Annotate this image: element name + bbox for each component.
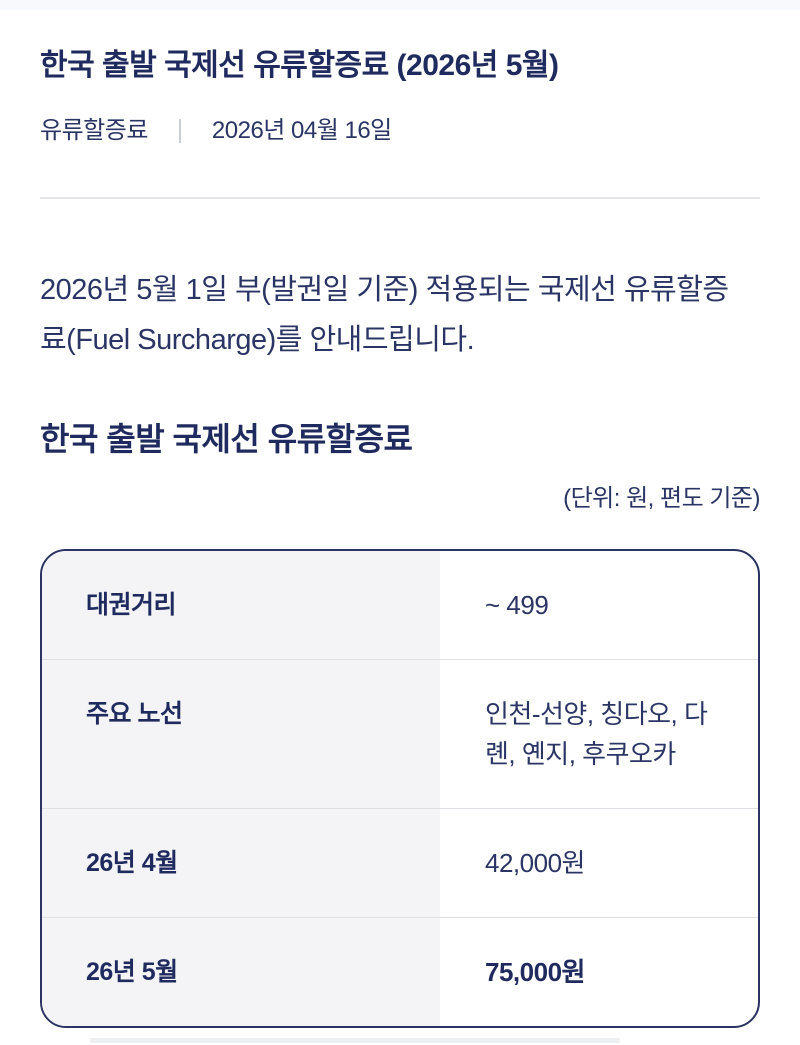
meta-separator (178, 119, 181, 143)
row-value-distance: ~ 499 (485, 590, 549, 620)
row-label-may: 26년 5월 (42, 918, 440, 1026)
fuel-surcharge-table: 대권거리 ~ 499 주요 노선 인천-선양, 칭다오, 다롄, 옌지, 후쿠오… (40, 549, 760, 1028)
row-label-routes: 주요 노선 (42, 660, 440, 808)
table-row-may: 26년 5월 75,000원 (42, 917, 758, 1026)
row-label-distance: 대권거리 (42, 551, 440, 659)
table-row-distance: 대권거리 ~ 499 (42, 551, 758, 659)
table-row-april: 26년 4월 42,000원 (42, 808, 758, 917)
intro-paragraph: 2026년 5월 1일 부(발권일 기준) 적용되는 국제선 유류할증료(Fue… (40, 274, 729, 356)
section-heading: 한국 출발 국제선 유류할증료 (40, 421, 413, 457)
article-content: 한국 출발 국제선 유류할증료 (2026년 5월) 유류할증료 2026년 0… (0, 46, 800, 1028)
row-value-routes: 인천-선양, 칭다오, 다롄, 옌지, 후쿠오카 (485, 699, 708, 769)
header-divider (40, 197, 760, 199)
category-label: 유류할증료 (40, 117, 148, 144)
unit-note: (단위: 원, 편도 기준) (563, 485, 760, 512)
row-value-may: 75,000원 (485, 957, 585, 987)
post-date: 2026년 04월 16일 (211, 117, 392, 144)
page-title: 한국 출발 국제선 유류할증료 (2026년 5월) (40, 49, 559, 82)
row-value-april: 42,000원 (485, 848, 585, 878)
table-row-routes: 주요 노선 인천-선양, 칭다오, 다롄, 옌지, 후쿠오카 (42, 659, 758, 808)
row-label-april: 26년 4월 (42, 809, 440, 917)
top-strip (0, 0, 800, 10)
article-meta: 유류할증료 2026년 04월 16일 (40, 116, 760, 146)
cropped-content-remnant (90, 1038, 620, 1043)
